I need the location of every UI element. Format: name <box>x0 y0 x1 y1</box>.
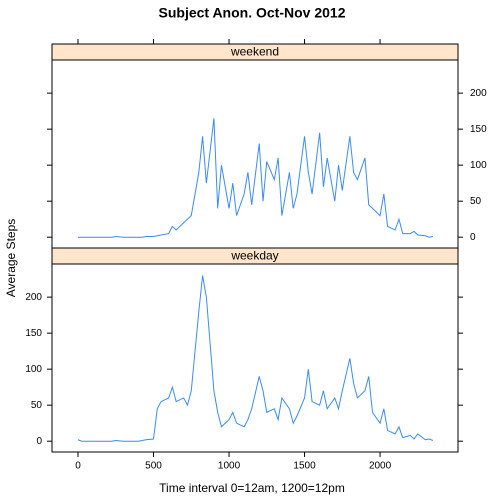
strip-label: weekday <box>230 249 278 263</box>
y-tick-label: 100 <box>470 160 487 171</box>
strip-label: weekend <box>230 45 279 59</box>
y-tick-label: 150 <box>25 328 42 339</box>
y-tick-label: 50 <box>470 196 482 207</box>
y-tick-label: 150 <box>470 124 487 135</box>
data-line <box>77 275 434 442</box>
panel-frame <box>51 263 459 453</box>
data-line <box>77 118 434 238</box>
y-tick-label: 200 <box>470 88 487 99</box>
x-tick-label: 2000 <box>369 461 392 472</box>
y-tick-label: 50 <box>31 400 43 411</box>
y-tick-label: 0 <box>36 436 42 447</box>
panel-frame <box>51 59 459 249</box>
x-tick-label: 500 <box>145 461 162 472</box>
y-tick-label: 200 <box>25 292 42 303</box>
chart-title: Subject Anon. Oct-Nov 2012 <box>159 5 346 21</box>
x-tick-label: 1000 <box>218 461 241 472</box>
x-tick-label: 1500 <box>293 461 316 472</box>
x-axis-label: Time interval 0=12am, 1200=12pm <box>159 481 345 495</box>
y-tick-label: 100 <box>25 364 42 375</box>
y-axis-label: Average Steps <box>4 219 18 298</box>
y-tick-label: 0 <box>470 232 476 243</box>
x-tick-label: 0 <box>75 461 81 472</box>
